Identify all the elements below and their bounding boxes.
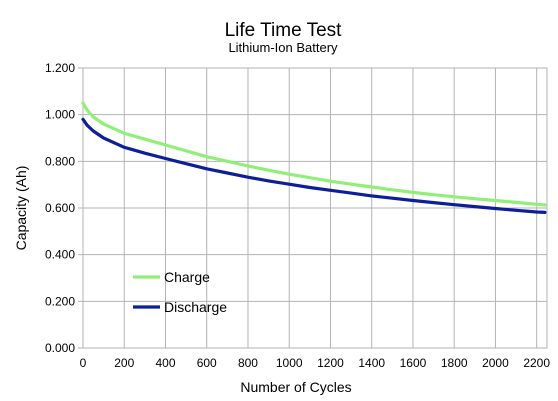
x-tick-label: 200 bbox=[114, 356, 134, 370]
y-tick-label: 0.400 bbox=[45, 248, 75, 262]
plot-area-border bbox=[82, 67, 548, 349]
y-axis-label: Capacity (Ah) bbox=[13, 166, 29, 251]
x-tick-label: 1200 bbox=[317, 356, 344, 370]
x-tick-label: 1600 bbox=[400, 356, 427, 370]
x-tick-label: 1800 bbox=[441, 356, 468, 370]
legend-label-charge: Charge bbox=[164, 269, 210, 285]
x-tick-label: 400 bbox=[155, 356, 175, 370]
x-axis-label: Number of Cycles bbox=[240, 379, 351, 395]
y-axis-ticks: 0.000 0.200 0.400 0.600 0.800 1.000 1.200 bbox=[45, 61, 83, 355]
x-tick-label: 2000 bbox=[482, 356, 509, 370]
x-tick-label: 2200 bbox=[523, 356, 550, 370]
x-tick-label: 0 bbox=[80, 356, 87, 370]
y-tick-label: 1.200 bbox=[45, 61, 75, 75]
y-tick-label: 0.000 bbox=[45, 341, 75, 355]
legend: Charge Discharge bbox=[133, 269, 227, 315]
series-lines bbox=[81, 101, 547, 214]
y-tick-label: 0.800 bbox=[45, 154, 75, 168]
x-tick-label: 1000 bbox=[276, 356, 303, 370]
series-line-discharge bbox=[81, 117, 547, 214]
legend-label-discharge: Discharge bbox=[164, 299, 227, 315]
y-tick-label: 0.600 bbox=[45, 201, 75, 215]
x-tick-label: 800 bbox=[238, 356, 258, 370]
y-tick-label: 1.000 bbox=[45, 108, 75, 122]
x-tick-label: 1400 bbox=[358, 356, 385, 370]
x-tick-label: 600 bbox=[197, 356, 217, 370]
x-axis-ticks: 0 200 400 600 800 1000 1200 1400 1600 1800 2000 220… bbox=[80, 356, 551, 370]
series-line-charge bbox=[81, 101, 547, 207]
y-tick-label: 0.200 bbox=[45, 294, 75, 308]
chart-subtitle: Lithium-Ion Battery bbox=[228, 40, 338, 55]
chart-title: Life Time Test bbox=[225, 20, 343, 41]
